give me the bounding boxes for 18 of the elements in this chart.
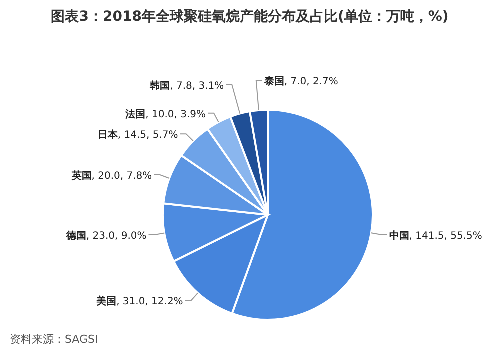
slice-label: 中国 <box>389 230 410 242</box>
chart-title: 图表3：2018年全球聚硅氧烷产能分布及占比(单位：万吨，%) <box>50 8 450 26</box>
data-label: , 7.0, 2.7% <box>284 76 338 88</box>
data-label: , 23.0, 9.0% <box>86 231 147 242</box>
text: 资料来源：SAGSI <box>10 332 98 347</box>
data-label: , 141.5, 55.5% <box>409 230 482 242</box>
data-label: , 10.0, 3.9% <box>146 109 206 120</box>
data-label: , 20.0, 7.8% <box>92 171 152 182</box>
slice-label: 泰国 <box>263 76 284 88</box>
slice-label: 英国 <box>70 170 92 182</box>
slice-label: 韩国 <box>149 80 170 92</box>
data-label: , 31.0, 12.2% <box>116 296 184 308</box>
slice-label: 法国 <box>124 108 146 120</box>
slice-label: 日本 <box>98 129 119 142</box>
data-label: , 14.5, 5.7% <box>118 130 178 142</box>
slice-label: 美国 <box>96 296 117 308</box>
data-label: , 7.8, 3.1% <box>170 80 224 92</box>
slice-label: 德国 <box>65 230 86 242</box>
